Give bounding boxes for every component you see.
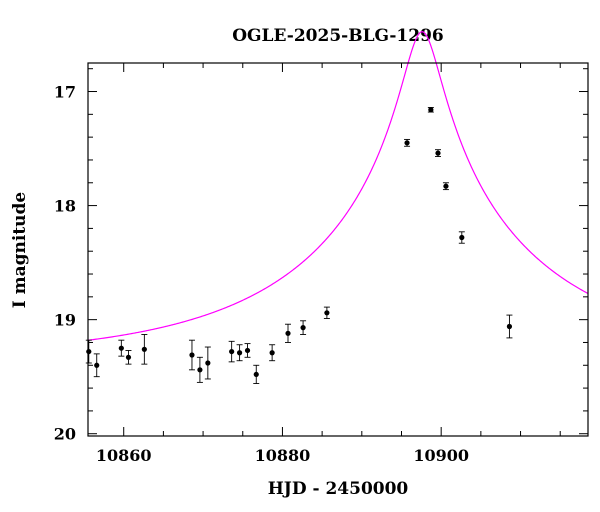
data-point [442, 182, 449, 191]
data-point [253, 364, 260, 384]
data-marker [253, 371, 259, 378]
y-tick-label: 17 [54, 83, 76, 102]
axis-ticks [88, 63, 588, 436]
data-point [269, 344, 276, 362]
data-marker [197, 367, 203, 373]
data-marker [125, 354, 132, 360]
data-marker [205, 360, 211, 366]
data-point [404, 138, 411, 147]
data-points [85, 107, 513, 384]
data-point [125, 349, 132, 365]
data-point [323, 306, 330, 319]
data-marker [236, 350, 243, 356]
x-tick-label: 10860 [96, 446, 152, 465]
data-marker [141, 346, 147, 352]
data-point [196, 356, 203, 383]
data-point [458, 231, 465, 244]
y-axis-label: I magnitude [10, 192, 30, 309]
data-point [285, 323, 291, 343]
plot-frame [87, 62, 589, 437]
y-tick-label: 20 [54, 425, 76, 444]
data-marker [506, 323, 513, 330]
data-point [228, 340, 235, 363]
data-point [236, 344, 243, 362]
data-point [300, 320, 307, 335]
data-marker [300, 325, 306, 331]
data-point [427, 107, 434, 113]
data-point [188, 339, 195, 371]
data-point [506, 314, 513, 339]
x-tick-label: 10880 [255, 446, 311, 465]
data-marker [435, 150, 441, 156]
data-marker [269, 350, 275, 356]
data-marker [244, 347, 251, 354]
data-point [85, 339, 92, 364]
data-marker [285, 330, 291, 336]
data-marker [229, 348, 235, 355]
x-axis-label: HJD - 2450000 [268, 479, 409, 499]
data-point [204, 346, 211, 380]
y-tick-label: 19 [54, 311, 76, 330]
chart-title: OGLE-2025-BLG-1296 [232, 26, 444, 46]
data-point [435, 149, 441, 157]
data-marker [443, 183, 449, 189]
x-tick-label: 10900 [413, 446, 469, 465]
data-marker [428, 107, 434, 113]
model-curve [87, 31, 589, 341]
data-marker [324, 310, 330, 316]
data-point [118, 339, 125, 357]
axis-tick-labels: 10860 10880 10900 17 18 19 20 [54, 83, 469, 465]
data-marker [189, 352, 195, 358]
data-marker [86, 348, 92, 355]
data-marker [118, 345, 124, 351]
plot-area: 10860 10880 10900 17 18 19 20 [54, 31, 589, 465]
data-point [93, 353, 100, 378]
data-point [244, 343, 251, 358]
data-marker [404, 140, 410, 146]
y-tick-label: 18 [54, 197, 76, 216]
data-point [141, 334, 148, 365]
data-marker [459, 234, 465, 241]
data-marker [94, 362, 100, 368]
